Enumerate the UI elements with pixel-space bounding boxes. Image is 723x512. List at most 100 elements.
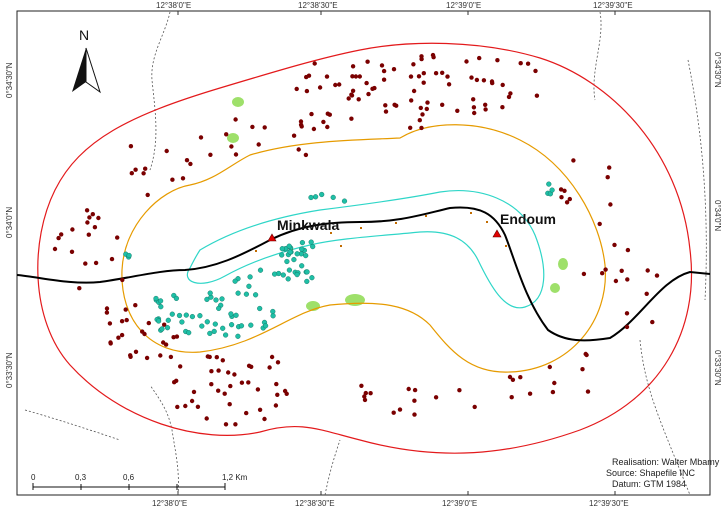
red-point xyxy=(571,158,576,163)
red-point xyxy=(381,68,387,74)
cyan-point xyxy=(304,278,310,285)
north-label: N xyxy=(79,27,89,43)
red-point xyxy=(180,176,186,181)
red-point xyxy=(509,395,514,400)
cyan-point xyxy=(186,330,192,336)
left-coord-1: 0°34'30"N xyxy=(5,62,14,98)
cyan-point xyxy=(207,330,213,337)
red-point xyxy=(550,389,556,395)
cyan-point xyxy=(286,267,293,273)
red-point xyxy=(198,135,204,140)
red-point xyxy=(364,80,369,86)
red-point xyxy=(282,388,288,394)
red-point xyxy=(362,394,367,399)
red-point xyxy=(624,324,630,330)
cyan-point xyxy=(233,312,239,318)
red-point xyxy=(226,370,231,375)
red-point xyxy=(525,61,531,66)
red-point xyxy=(108,340,113,345)
red-point xyxy=(224,132,229,137)
red-point xyxy=(306,73,312,78)
cyan-point xyxy=(287,249,293,255)
red-point xyxy=(547,364,552,370)
red-point xyxy=(244,410,249,416)
red-point xyxy=(650,319,655,325)
cyan-point xyxy=(284,258,290,265)
inner-boundary xyxy=(186,190,545,309)
red-point xyxy=(446,82,452,87)
red-point xyxy=(490,80,495,86)
red-point xyxy=(168,354,174,360)
red-point xyxy=(612,242,617,248)
red-point xyxy=(312,61,317,66)
credit-author: Realisation: Walter Mbamy xyxy=(612,457,720,467)
red-point xyxy=(291,133,297,138)
top-coord-2: 12°38'30"E xyxy=(298,1,338,10)
red-point xyxy=(421,71,426,76)
red-point xyxy=(124,317,129,323)
red-point xyxy=(469,75,474,80)
cyan-point xyxy=(304,269,310,275)
red-point xyxy=(143,166,148,171)
cyan-point xyxy=(213,297,219,303)
red-point xyxy=(383,109,389,114)
red-point xyxy=(527,391,533,396)
place-endoum: Endoum xyxy=(492,211,556,238)
red-point xyxy=(249,364,254,369)
place-minkwala: Minkwala xyxy=(267,217,339,242)
cyan-point xyxy=(189,314,196,320)
cyan-point xyxy=(286,243,292,249)
red-point xyxy=(175,404,180,410)
red-point xyxy=(433,395,439,400)
bottom-coord-4: 12°39'30"E xyxy=(589,499,629,508)
red-point xyxy=(397,407,403,412)
cyan-point xyxy=(308,194,314,201)
red-point xyxy=(425,100,430,105)
cyan-point xyxy=(176,312,183,319)
red-point xyxy=(140,329,145,334)
cyan-point xyxy=(158,304,164,310)
cyan-point xyxy=(294,272,300,278)
red-point xyxy=(233,422,238,427)
cyan-point xyxy=(216,305,222,312)
outer-boundary xyxy=(37,42,693,454)
red-point xyxy=(500,82,505,88)
admin-boundaries xyxy=(24,11,707,496)
red-point xyxy=(109,256,115,262)
red-point xyxy=(96,215,101,221)
red-point xyxy=(613,278,619,284)
cyan-point xyxy=(313,194,319,200)
red-point xyxy=(294,86,299,92)
red-point xyxy=(128,353,133,358)
red-point xyxy=(346,96,351,101)
red-point xyxy=(580,367,585,372)
red-point xyxy=(70,227,75,232)
red-point xyxy=(379,63,385,68)
red-point xyxy=(299,124,304,129)
cyan-point xyxy=(291,257,297,263)
cyan-point xyxy=(165,317,171,323)
cyan-point xyxy=(549,187,555,193)
red-point xyxy=(483,107,488,112)
cyan-point xyxy=(220,325,226,331)
right-coord-3: 0°33'30"N xyxy=(713,350,722,386)
red-point xyxy=(172,380,177,385)
red-point xyxy=(619,268,624,273)
red-point xyxy=(145,192,150,198)
red-point xyxy=(84,208,90,213)
cyan-point xyxy=(299,240,306,246)
left-graticule: 0°34'30"N 0°34'0"N 0°33'30"N xyxy=(5,62,14,388)
red-point xyxy=(408,125,413,130)
red-point xyxy=(133,349,139,354)
red-point xyxy=(457,388,462,393)
left-coord-2: 0°34'0"N xyxy=(5,207,14,238)
cyan-point xyxy=(235,290,241,296)
red-point xyxy=(116,335,121,340)
red-point xyxy=(433,71,439,76)
cyan-point xyxy=(294,251,300,257)
red-point xyxy=(207,354,212,360)
red-point xyxy=(564,200,570,205)
red-point xyxy=(353,74,359,79)
red-point xyxy=(581,271,587,277)
red-point xyxy=(233,152,239,157)
